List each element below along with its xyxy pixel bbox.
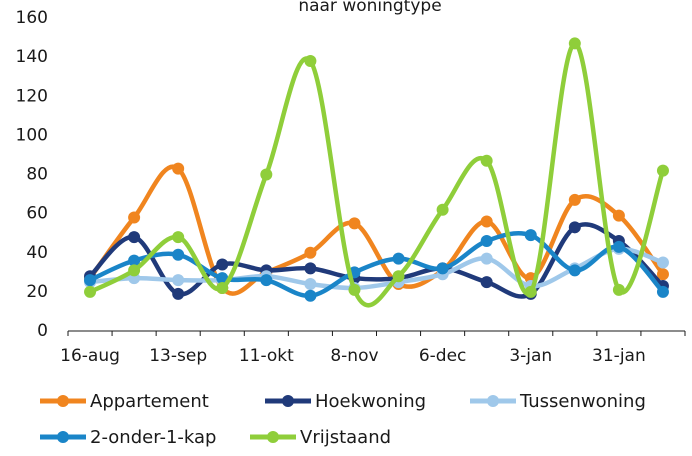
data-point: [568, 37, 581, 50]
data-point: [216, 281, 229, 294]
x-tick-label: 8-nov: [330, 346, 378, 366]
data-point: [656, 256, 669, 269]
data-point: [304, 55, 317, 68]
data-point: [656, 285, 669, 298]
data-point: [392, 252, 405, 265]
data-point: [348, 283, 361, 296]
data-point: [304, 246, 317, 259]
data-point: [304, 278, 317, 291]
data-point: [128, 254, 141, 267]
data-point: [480, 252, 493, 265]
data-point: [436, 262, 449, 275]
data-point: [392, 270, 405, 283]
data-point: [656, 268, 669, 281]
x-tick-label: 6-dec: [419, 346, 467, 366]
data-point: [84, 285, 97, 298]
data-point: [612, 240, 625, 253]
x-tick-label: 11-okt: [239, 346, 294, 366]
y-tick-label: 120: [16, 86, 48, 106]
data-point: [612, 209, 625, 222]
y-tick-label: 100: [16, 125, 48, 145]
y-tick-label: 0: [37, 321, 48, 341]
y-tick-label: 160: [16, 8, 48, 28]
data-point: [524, 229, 537, 242]
x-tick-label: 13-sep: [149, 346, 207, 366]
data-point: [84, 274, 97, 287]
legend-label: 2-onder-1-kap: [90, 427, 216, 448]
data-point: [172, 231, 185, 244]
data-point: [480, 276, 493, 289]
legend-marker: [57, 431, 69, 443]
data-point: [260, 274, 273, 287]
data-point: [128, 211, 141, 224]
data-point: [480, 235, 493, 248]
x-tick-label: 3-jan: [509, 346, 552, 366]
data-point: [612, 283, 625, 296]
data-point: [656, 164, 669, 177]
data-point: [128, 231, 141, 244]
data-point: [480, 215, 493, 228]
data-point: [172, 274, 185, 287]
y-tick-label: 140: [16, 47, 48, 67]
data-point: [304, 262, 317, 275]
data-point: [348, 217, 361, 230]
y-tick-label: 80: [26, 165, 48, 185]
chart-title: naar woningtype: [298, 0, 441, 16]
y-tick-label: 60: [26, 204, 48, 224]
x-tick-label: 31-jan: [592, 346, 646, 366]
legend-marker: [487, 395, 499, 407]
data-point: [436, 203, 449, 216]
y-tick-label: 40: [26, 243, 48, 263]
data-point: [260, 168, 273, 181]
data-point: [172, 287, 185, 300]
data-point: [172, 248, 185, 261]
legend-label: Vrijstaand: [300, 427, 391, 448]
data-point: [216, 258, 229, 271]
legend-label: Appartement: [90, 391, 209, 412]
data-point: [216, 272, 229, 285]
data-point: [480, 154, 493, 167]
legend-label: Hoekwoning: [315, 391, 426, 412]
data-point: [172, 162, 185, 175]
data-point: [568, 221, 581, 234]
y-tick-label: 20: [26, 282, 48, 302]
legend-label: Tussenwoning: [519, 391, 646, 412]
legend-marker: [267, 431, 279, 443]
data-point: [304, 289, 317, 302]
data-point: [128, 264, 141, 277]
data-point: [568, 193, 581, 206]
data-point: [524, 285, 537, 298]
x-tick-label: 16-aug: [60, 346, 120, 366]
legend-marker: [282, 395, 294, 407]
legend-marker: [57, 395, 69, 407]
data-point: [568, 264, 581, 277]
